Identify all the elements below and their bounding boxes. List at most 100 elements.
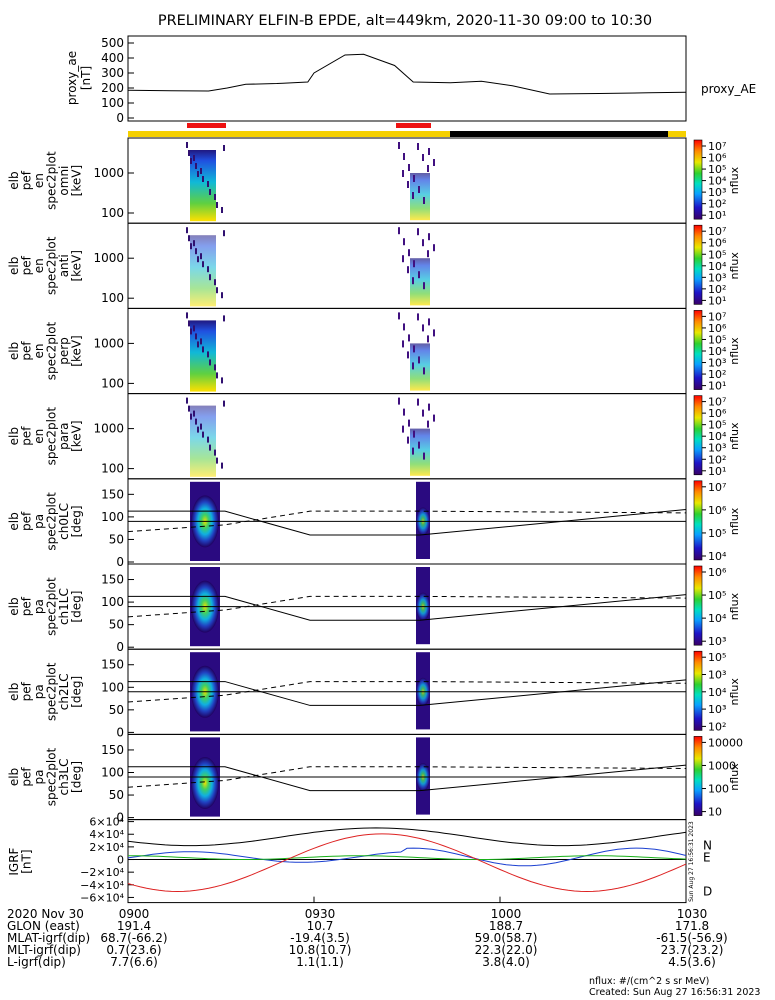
spectrogram-speck: [412, 362, 414, 370]
spectrogram-speck: [200, 423, 202, 430]
anti-loss-cone-line: [127, 595, 687, 618]
spectrogram-speck: [207, 266, 209, 273]
spectrogram-speck: [403, 323, 405, 331]
spectrogram-speck: [221, 377, 223, 384]
spectrogram-speck: [422, 324, 424, 332]
spectrogram-speck: [398, 312, 400, 320]
spectrogram-burst: [190, 320, 216, 392]
spectrogram-speck: [412, 192, 414, 199]
igrf-ytick-label: 6×10⁴: [89, 816, 124, 829]
science-zone-bar: [396, 123, 431, 128]
spectrogram-speck: [216, 202, 218, 208]
spec-ylabel: pa: [32, 684, 46, 699]
igrf-ytick-label: −4×10⁴: [80, 879, 124, 892]
igrf-E-curve: [127, 855, 687, 860]
igrf-total-curve: [127, 827, 687, 847]
proxy-ae-ytick-label: 400: [101, 51, 124, 65]
proxy-ae-frame: [127, 35, 687, 122]
spectrogram-speck: [407, 436, 409, 444]
colorbar-tick-label: 10⁶: [708, 407, 727, 420]
spectrogram-speck: [214, 364, 216, 371]
spectrogram-speck: [428, 318, 430, 326]
spectrogram-speck: [413, 430, 415, 438]
igrf-series-label: D: [703, 885, 712, 899]
spec-ytick-label: 150: [101, 573, 124, 587]
spectrogram-speck: [423, 197, 425, 204]
colorbar-tick-label: 10⁵: [708, 333, 726, 346]
igrf-ytick-label: 0: [117, 854, 124, 867]
colorbar-tick-label: 10¹: [708, 294, 726, 307]
chart-title: PRELIMINARY ELFIN-B EPDE, alt=449km, 202…: [158, 13, 652, 29]
spectrogram-speck: [202, 176, 204, 182]
spec-ylabel: ch0LC: [57, 503, 71, 540]
spectrogram-speck: [193, 325, 195, 332]
spectrogram-speck: [402, 425, 404, 433]
spectrogram-speck: [209, 189, 211, 195]
colorbar-label: nflux: [728, 678, 741, 706]
spec-ytick-label: 1000: [93, 336, 124, 350]
spec-ytick-label: 0: [116, 555, 124, 569]
spectrogram-speck: [408, 164, 410, 171]
colorbar-tick-label: 10³: [708, 186, 726, 199]
xaxis-row-value: 68.7(-66.2): [100, 931, 168, 945]
spectrogram-speck: [403, 238, 405, 246]
colorbar-tick-label: 10⁵: [708, 651, 726, 664]
colorbar-tick-label: 10⁵: [708, 163, 726, 176]
igrf-ylabel: IGRF: [7, 847, 21, 875]
spec-ytick-label: 150: [101, 487, 124, 501]
spectrogram-speck: [207, 351, 209, 358]
spectrogram-speck: [221, 462, 223, 469]
xaxis-row-label: GLON (east): [7, 919, 80, 933]
spec-ylabel: [deg]: [70, 761, 84, 793]
spectrogram-speck: [418, 186, 420, 193]
spectrogram-speck: [193, 240, 195, 247]
xaxis-tick-label: 1030: [676, 907, 708, 921]
spectrogram-speck: [223, 145, 225, 151]
loss-cone-line: [128, 679, 687, 706]
colorbar-label: nflux: [728, 422, 741, 450]
spectrogram-speck: [186, 142, 188, 148]
spec-ytick-label: 100: [101, 510, 124, 524]
spec-ylabel: en: [32, 429, 46, 444]
spec-ylabel: pef: [20, 341, 34, 361]
spectrogram-speck: [202, 261, 204, 268]
spectrogram-speck: [418, 271, 420, 279]
colorbar: [693, 395, 703, 476]
spectrogram-speck: [190, 328, 192, 335]
spectrogram-speck: [428, 403, 430, 411]
spec-ylabel: en: [32, 173, 46, 188]
spectrogram-speck: [402, 170, 404, 177]
proxy-ae-legend: proxy_AE: [701, 82, 756, 96]
spec-ylabel: pef: [20, 255, 34, 275]
spectrogram-speck: [423, 282, 425, 290]
proxy-ae-ytick-label: 100: [101, 96, 124, 110]
units-note: nflux: #/(cm^2 s sr MeV): [589, 976, 710, 987]
colorbar-label: nflux: [728, 166, 741, 194]
spec-ylabel: elb: [7, 512, 21, 530]
colorbar: [693, 310, 703, 390]
colorbar-tick-label: 10²: [708, 283, 726, 296]
spec-ytick-label: 150: [101, 658, 124, 672]
anti-loss-cone-line: [127, 681, 687, 703]
spectrogram-speck: [188, 405, 190, 412]
spectrogram-speck: [433, 159, 435, 166]
spectrogram-speck: [407, 351, 409, 359]
colorbar-tick-label: 10⁵: [708, 248, 726, 261]
spectrogram-speck: [190, 413, 192, 420]
spectrogram-speck: [216, 372, 218, 379]
colorbar-tick-label: 10⁷: [708, 140, 726, 153]
spectrogram-speck: [202, 431, 204, 438]
igrf-D-curve: [127, 833, 687, 893]
spec-ytick-label: 50: [109, 788, 124, 802]
spectrogram-speck: [403, 408, 405, 416]
colorbar-tick-label: 10³: [708, 357, 726, 370]
spec-ylabel: pef: [20, 511, 34, 531]
spec-ylabel: en: [32, 344, 46, 359]
spectrogram-speck: [195, 163, 197, 169]
spectrogram-speck: [209, 359, 211, 366]
spec-ylabel: spec2plot: [45, 236, 59, 295]
colorbar-label: nflux: [728, 763, 741, 791]
spectrogram-speck: [186, 397, 188, 404]
